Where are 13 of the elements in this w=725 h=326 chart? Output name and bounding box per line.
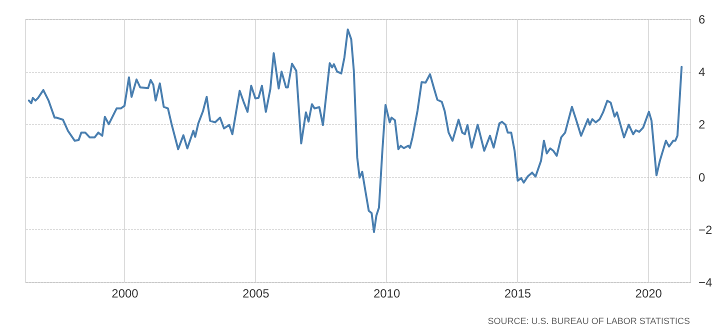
y-tick-label: 2 bbox=[698, 118, 706, 132]
y-tick-label: −2 bbox=[698, 222, 713, 237]
line-series bbox=[28, 28, 683, 234]
x-tick-label: 2010 bbox=[373, 286, 400, 300]
x-tick-label: 2015 bbox=[504, 286, 532, 300]
x-tick-label: 2005 bbox=[242, 286, 270, 300]
x-tick-label: 2020 bbox=[635, 286, 662, 300]
x-tick-label: 2000 bbox=[112, 286, 139, 300]
y-tick-label: 4 bbox=[698, 65, 706, 80]
y-tick-label: 0 bbox=[698, 170, 706, 184]
y-tick-label: 6 bbox=[698, 12, 706, 26]
y-tick-label: −4 bbox=[698, 276, 713, 290]
source-note: SOURCE: U.S. BUREAU OF LABOR STATISTICS bbox=[488, 316, 690, 326]
